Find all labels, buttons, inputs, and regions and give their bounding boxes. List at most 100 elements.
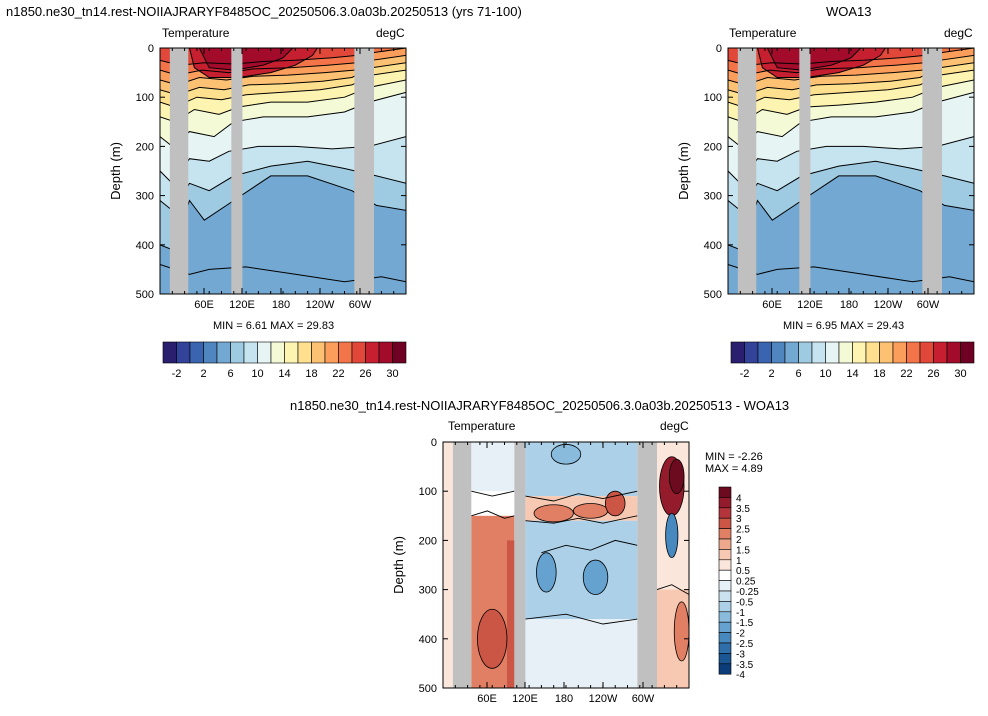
colorbar-1-swatch [257,341,272,364]
colorbar-2-swatch [892,341,907,364]
colorbar-1-swatch [311,341,326,364]
colorbar-3-label: 0.25 [736,577,756,588]
colorbar-1-swatch [351,341,366,364]
panel1-xtick-label: 120E [229,299,255,311]
panel2-ytick-label: 300 [704,191,722,203]
panel3-land-strip-2 [637,442,658,688]
colorbar-3-swatch [718,621,732,633]
colorbar-1-swatch [189,341,204,364]
colorbar-1-label: 14 [278,368,290,380]
colorbar-3-swatch [718,517,732,529]
panel3-region-io-east [506,540,515,688]
colorbar-1-swatch [338,341,353,364]
colorbar-1-swatch [243,341,258,364]
panel3-region-pac-surface [525,442,638,497]
panel3-xtick-label: 120W [589,693,618,705]
colorbar-1-label: -2 [172,368,182,380]
colorbar-2-swatch [838,341,853,364]
panel3-region-west [443,442,453,688]
panel3-feature-thermo-warm-1 [533,504,574,523]
colorbar-1-swatch [203,341,218,364]
panel3-xtick-label: 180 [555,693,573,705]
panel2-land [737,48,943,294]
colorbar-3-label: -2.5 [736,639,754,650]
panel2-land-strip-1 [799,48,811,294]
colorbar-3-label: -2 [736,629,745,640]
colorbar-2-swatch [933,341,948,364]
panel1-land-strip-0 [169,48,189,294]
colorbar-1-swatch [392,341,407,364]
panel3-feature-atl-cool [665,512,679,559]
panel2-title: WOA13 [826,4,872,19]
colorbar-1-label: 30 [386,368,398,380]
panel2-ytick-label: 200 [704,141,722,153]
panel2-stats: MIN = 6.95 MAX = 29.43 [783,320,905,332]
panel1-xtick-label: 60W [349,299,372,311]
colorbar-1-swatch [324,341,339,364]
panel2-temperature-label: Temperature [729,26,797,40]
panel3-feature-cool-surface [550,444,582,465]
colorbar-3-label: 4 [736,493,742,504]
colorbar-3-label: -1.5 [736,618,754,629]
panel2-axes [727,47,975,295]
panel3-temperature-label: Temperature [448,419,516,433]
colorbar-1-label: 26 [359,368,371,380]
colorbar-2-swatch [784,341,799,364]
panel3-ytick-label: 400 [419,634,437,646]
panel3-contours [471,490,689,625]
panel3-stats-min: MIN = -2.26 [705,451,763,463]
colorbar-3-label: -0.5 [736,597,754,608]
colorbar-2-swatch [771,341,786,364]
colorbar-3-swatch [718,569,732,581]
colorbar-1-label: 10 [251,368,263,380]
colorbar-3-label: 1 [736,556,742,567]
colorbar-2-swatch [919,341,934,364]
panel3-stats-max: MAX = 4.89 [705,463,763,475]
colorbar-3-label: -0.25 [736,587,759,598]
colorbar-3-swatch [718,632,732,644]
panel3-ytick-label: 0 [431,437,437,449]
colorbar-3-label: -4 [736,670,745,681]
panel3-xtick-label: 60W [632,693,655,705]
panel1-stats: MIN = 6.61 MAX = 29.83 [213,320,335,332]
panel1-ytick-label: 500 [136,289,154,301]
colorbar-2-swatch [757,341,772,364]
colorbar-1-swatch [284,341,299,364]
colorbar-1-swatch [230,341,245,364]
colorbar-2-label: 6 [795,368,801,380]
panel2-xtick-label: 180 [840,299,858,311]
panel3-feature-cool-1 [536,552,557,593]
panel2-xtick-label: 60W [917,299,940,311]
colorbar-2-label: 2 [768,368,774,380]
panel1-ytick-label: 300 [136,191,154,203]
colorbar-2-label: 26 [927,368,939,380]
panel3-ylabel: Depth (m) [391,536,406,594]
panel1-land [169,48,375,294]
colorbar-2-label: 30 [954,368,966,380]
colorbar-3-swatch [718,663,732,675]
panel3-land-strip-1 [514,442,526,688]
colorbar-1-swatch [176,341,191,364]
colorbar-2-swatch [865,341,880,364]
panel3-feature-io-deep [477,608,508,669]
colorbar-2-label: 22 [900,368,912,380]
panel1-xtick-label: 120W [306,299,335,311]
panel3-title: n1850.ne30_tn14.rest-NOIIAJRARYF8485OC_2… [290,398,790,413]
panel3-xtick-label: 120E [512,693,538,705]
colorbar-3-label: -3 [736,649,745,660]
panel2-units-label: degC [944,26,973,40]
panel1-warm-pool-12 [198,48,294,71]
colorbar-3-label: -3.5 [736,660,754,671]
colorbar-1 [162,341,407,364]
panel3-feature-cool-2 [582,559,609,595]
colorbar-1-swatch [297,341,312,364]
panel3-feature-atl-hottest [668,458,685,495]
panel1-temperature-label: Temperature [162,26,230,40]
panel3-ytick-label: 100 [419,486,437,498]
colorbar-3-label: -1 [736,608,745,619]
panel3-contour [525,490,638,502]
colorbar-3-swatch [718,538,732,550]
panel3-ytick-label: 300 [419,585,437,597]
colorbar-1-swatch [365,341,380,364]
colorbar-3 [718,486,732,675]
